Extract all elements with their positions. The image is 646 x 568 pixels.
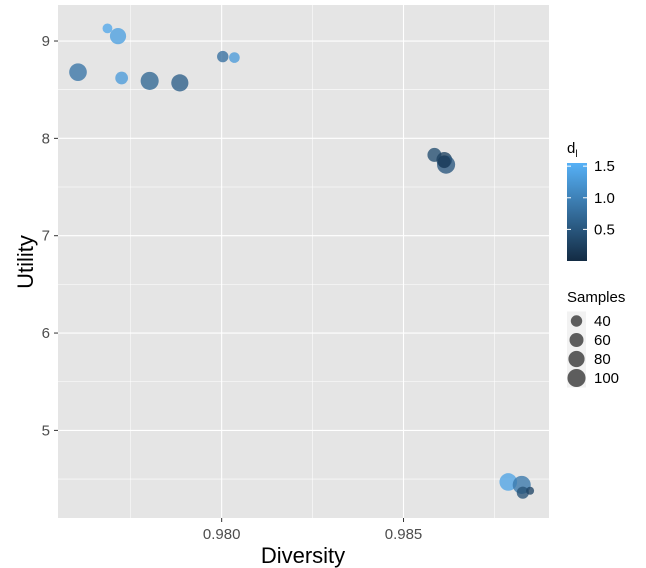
grid-major — [58, 5, 549, 518]
data-point — [109, 28, 127, 45]
size-legend-label: 80 — [594, 351, 611, 368]
size-legend-label: 100 — [594, 370, 619, 387]
size-legend-title: Samples — [567, 289, 625, 306]
y-tick-label: 7 — [42, 228, 50, 245]
size-legend-label: 40 — [594, 313, 611, 330]
colorbar — [567, 163, 587, 261]
color-legend-title-sub: l — [575, 149, 577, 160]
y-axis-title: Utility — [13, 235, 38, 289]
grid-minor — [58, 5, 549, 518]
x-axis-ticks: 0.980 0.985 — [203, 518, 422, 543]
colorbar-tick-label: 0.5 — [594, 221, 615, 238]
data-point — [499, 473, 518, 491]
y-tick-label: 5 — [42, 422, 50, 439]
size-legend-key — [567, 368, 586, 388]
y-tick-label: 9 — [42, 33, 50, 50]
colorbar-tick-label: 1.0 — [594, 190, 615, 207]
size-legend-keys: 40 60 80 100 — [567, 311, 619, 388]
size-legend: Samples 40 60 80 100 — [567, 289, 625, 388]
color-legend: dl 0.5 1.0 1.5 — [567, 140, 615, 261]
data-point — [526, 486, 535, 495]
x-tick-label: 0.980 — [203, 526, 241, 543]
data-point — [69, 63, 87, 81]
data-point — [437, 155, 451, 169]
y-tick-label: 8 — [42, 130, 50, 147]
size-legend-key — [568, 350, 585, 368]
x-axis-title: Diversity — [261, 543, 345, 568]
data-point — [217, 50, 229, 63]
data-point — [140, 71, 159, 90]
y-axis-ticks: 5 6 7 8 9 — [42, 33, 58, 439]
data-point — [115, 71, 129, 85]
color-legend-title-main: d — [567, 140, 575, 157]
colorbar-ticks: 0.5 1.0 1.5 — [567, 158, 615, 238]
data-points — [69, 23, 535, 499]
x-tick-label: 0.985 — [385, 526, 423, 543]
colorbar-tick-label: 1.5 — [594, 158, 615, 175]
size-legend-key — [569, 333, 584, 347]
plot-panel — [58, 5, 549, 518]
color-legend-title: dl — [567, 140, 578, 160]
size-legend-label: 60 — [594, 332, 611, 349]
size-legend-key — [570, 315, 583, 327]
y-tick-label: 6 — [42, 325, 50, 342]
data-point — [171, 74, 189, 92]
data-point — [516, 486, 529, 499]
data-point — [102, 23, 113, 34]
data-point — [229, 52, 240, 63]
